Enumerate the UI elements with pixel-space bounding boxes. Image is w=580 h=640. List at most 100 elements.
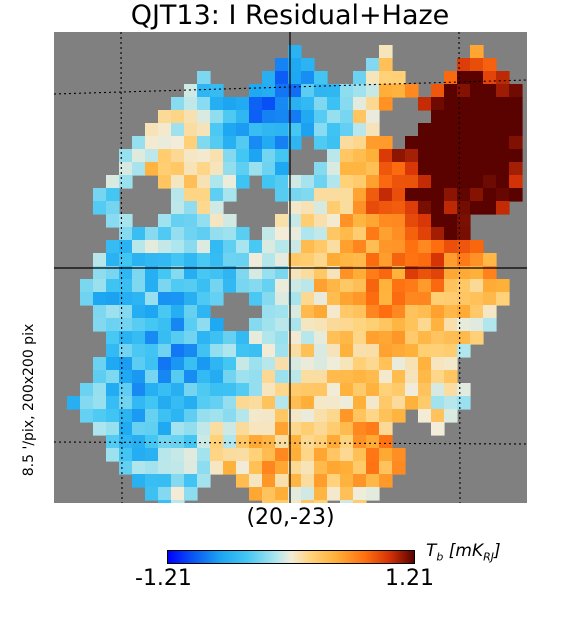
map-pixel (223, 344, 237, 358)
map-pixel (223, 331, 237, 345)
map-pixel (470, 175, 484, 189)
map-pixel (314, 175, 328, 189)
map-pixel (418, 344, 432, 358)
map-pixel (249, 266, 263, 280)
map-pixel (353, 344, 367, 358)
map-pixel (379, 240, 393, 254)
map-pixel (223, 175, 237, 189)
map-pixel (392, 253, 406, 267)
map-pixel (353, 500, 367, 514)
map-pixel (106, 214, 120, 228)
map-pixel (236, 474, 250, 488)
map-pixel (275, 435, 289, 449)
map-pixel (288, 435, 302, 449)
map-pixel (379, 279, 393, 293)
map-pixel (314, 448, 328, 462)
map-pixel (171, 370, 185, 384)
map-pixel (80, 383, 94, 397)
map-pixel (106, 396, 120, 410)
map-pixel (314, 136, 328, 150)
map-pixel (158, 344, 172, 358)
map-pixel (288, 344, 302, 358)
map-pixel (496, 292, 510, 306)
map-pixel (379, 461, 393, 475)
map-pixel (314, 409, 328, 423)
map-pixel (301, 487, 315, 501)
map-pixel (236, 253, 250, 267)
map-pixel (210, 227, 224, 241)
map-pixel (184, 370, 198, 384)
map-pixel (457, 227, 471, 241)
map-pixel (288, 266, 302, 280)
map-pixel (275, 305, 289, 319)
map-pixel (184, 266, 198, 280)
map-pixel (93, 188, 107, 202)
map-pixel (301, 84, 315, 98)
map-pixel (158, 279, 172, 293)
map-pixel (223, 396, 237, 410)
map-pixel (457, 266, 471, 280)
map-pixel (314, 84, 328, 98)
map-pixel (392, 396, 406, 410)
map-pixel (132, 344, 146, 358)
map-pixel (379, 214, 393, 228)
map-pixel (457, 162, 471, 176)
map-pixel (210, 344, 224, 358)
map-pixel (197, 149, 211, 163)
map-pixel (145, 227, 159, 241)
map-pixel (236, 448, 250, 462)
map-pixel (223, 448, 237, 462)
map-pixel (262, 162, 276, 176)
map-pixel (379, 175, 393, 189)
map-pixel (171, 383, 185, 397)
map-pixel (132, 461, 146, 475)
map-pixel (262, 97, 276, 111)
map-pixel (249, 357, 263, 371)
unit-close: ] (494, 541, 501, 561)
map-pixel (392, 318, 406, 332)
map-pixel (275, 136, 289, 150)
map-pixel (223, 409, 237, 423)
map-pixel (262, 136, 276, 150)
map-pixel (171, 474, 185, 488)
map-pixel (353, 331, 367, 345)
colorbar-min-label: -1.21 (135, 566, 192, 591)
map-pixel (340, 201, 354, 215)
map-pixel (431, 357, 445, 371)
map-pixel (470, 84, 484, 98)
map-pixel (236, 123, 250, 137)
map-pixel (288, 318, 302, 332)
map-pixel (184, 435, 198, 449)
map-pixel (158, 331, 172, 345)
map-pixel (314, 474, 328, 488)
map-pixel (418, 383, 432, 397)
map-pixel (197, 253, 211, 267)
map-pixel (184, 487, 198, 501)
map-pixel (457, 188, 471, 202)
map-pixel (405, 370, 419, 384)
map-pixel (366, 266, 380, 280)
map-pixel (509, 175, 523, 189)
map-pixel (444, 240, 458, 254)
map-pixel (158, 110, 172, 124)
map-pixel (392, 448, 406, 462)
map-pixel (171, 305, 185, 319)
map-pixel (236, 461, 250, 475)
map-pixel (145, 149, 159, 163)
map-pixel (470, 58, 484, 72)
map-pixel (314, 240, 328, 254)
map-pixel (210, 253, 224, 267)
map-pixel (262, 409, 276, 423)
map-pixel (366, 435, 380, 449)
map-pixel (275, 253, 289, 267)
map-pixel (158, 487, 172, 501)
map-pixel (301, 58, 315, 72)
map-pixel (314, 461, 328, 475)
map-pixel (314, 188, 328, 202)
map-pixel (236, 279, 250, 293)
map-pixel (132, 266, 146, 280)
map-pixel (132, 279, 146, 293)
map-pixel (366, 318, 380, 332)
map-pixel (158, 474, 172, 488)
map-pixel (158, 175, 172, 189)
